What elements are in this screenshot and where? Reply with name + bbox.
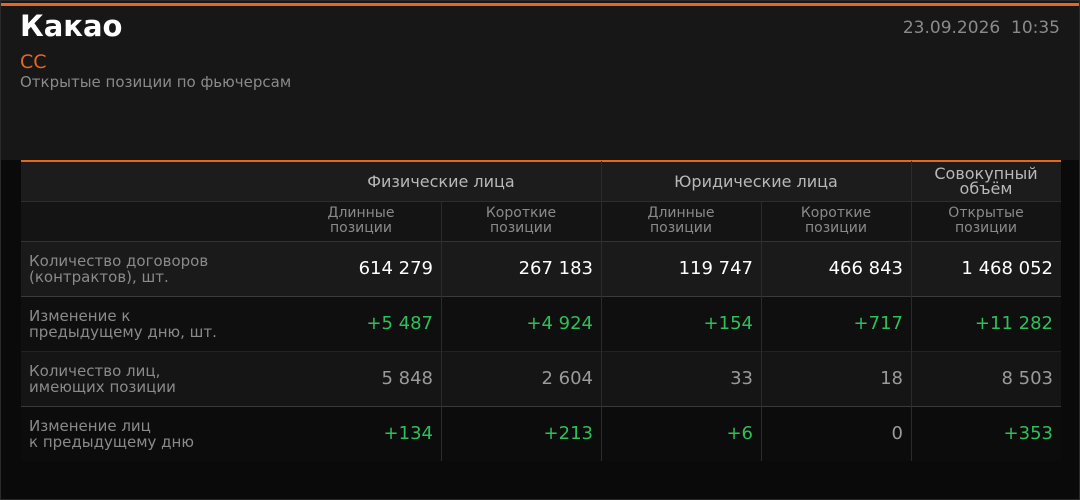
- row-label: Изменение лиц к предыдущему дню: [29, 416, 194, 451]
- row-label: Количество лиц, имеющих позиции: [29, 361, 176, 396]
- row-divider: [21, 296, 1061, 297]
- row-divider: [21, 406, 1061, 407]
- group-header: Физические лица: [367, 171, 515, 191]
- row-divider: [21, 241, 1061, 242]
- header-panel: [1, 1, 1079, 160]
- cell-value: +11 282: [974, 313, 1053, 334]
- column-header: Короткие позиции: [800, 205, 872, 236]
- cell-value: 267 183: [518, 258, 593, 279]
- cell-value: +717: [853, 313, 903, 334]
- column-header: Длинные позиции: [647, 205, 715, 236]
- column-header: Короткие позиции: [485, 205, 557, 236]
- cell-value: 2 604: [541, 368, 593, 389]
- accent-bar: [1, 3, 1079, 6]
- cell-value: +353: [1003, 423, 1053, 444]
- row-bg: [21, 351, 1061, 406]
- cell-value: 466 843: [828, 258, 903, 279]
- cell-value: 0: [891, 423, 903, 444]
- cell-value: +213: [543, 423, 593, 444]
- cell-value: 119 747: [678, 258, 753, 279]
- row-divider: [21, 351, 1061, 352]
- cell-value: +4 924: [526, 313, 593, 334]
- cell-value: +5 487: [366, 313, 433, 334]
- row-bg: [21, 406, 1061, 461]
- row-divider: [21, 201, 1061, 202]
- group-header: Совокупный объём: [934, 164, 1038, 198]
- cell-value: 614 279: [358, 258, 433, 279]
- column-divider: [441, 201, 442, 461]
- row-label: Количество договоров (контрактов), шт.: [29, 251, 209, 286]
- datetime: 23.09.2026 10:35: [902, 18, 1060, 38]
- column-divider: [601, 201, 602, 461]
- group-header: Юридические лица: [674, 171, 838, 191]
- subtitle: Открытые позиции по фьючерсам: [20, 73, 292, 91]
- accent-line: [21, 160, 1061, 162]
- cell-value: 8 503: [1001, 368, 1053, 389]
- cell-value: 33: [730, 368, 753, 389]
- column-divider: [911, 201, 912, 461]
- column-header: Длинные позиции: [327, 205, 395, 236]
- column-divider: [911, 161, 912, 201]
- title: Какао: [20, 9, 123, 43]
- cell-value: +154: [703, 313, 753, 334]
- cell-value: 1 468 052: [961, 258, 1053, 279]
- row-label: Изменение к предыдущему дню, шт.: [29, 306, 217, 341]
- ticker: CC: [20, 51, 47, 73]
- cell-value: +134: [383, 423, 433, 444]
- cell-value: 18: [880, 368, 903, 389]
- column-divider: [601, 161, 602, 201]
- header-row: [21, 161, 1061, 201]
- cell-value: 5 848: [381, 368, 433, 389]
- row-bg: [21, 296, 1061, 351]
- row-bg: [21, 241, 1061, 296]
- cell-value: +6: [726, 423, 753, 444]
- column-divider: [761, 201, 762, 461]
- header-row: [21, 201, 1061, 241]
- column-header: Открытые позиции: [948, 205, 1024, 236]
